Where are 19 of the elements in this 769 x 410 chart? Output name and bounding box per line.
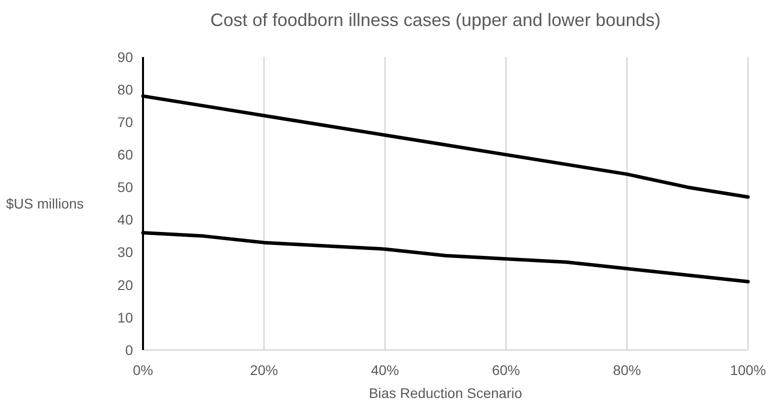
x-tick-label: 60%	[492, 362, 520, 378]
x-tick-label: 80%	[612, 362, 642, 378]
y-tick-label: 20	[117, 276, 134, 293]
y-tick-label: 70	[117, 114, 134, 130]
y-axis-title: $US millions	[6, 196, 84, 212]
y-tick-label: 60	[117, 146, 134, 163]
x-tick-label: 100%	[730, 362, 766, 378]
y-tick-label: 40	[117, 212, 134, 228]
x-tick-label: 0%	[132, 362, 154, 378]
y-tick-label: 50	[117, 179, 134, 196]
x-axis-title: Bias Reduction Scenario	[368, 385, 522, 401]
y-tick-label: 0	[125, 342, 134, 358]
y-tick-label: 30	[117, 244, 134, 260]
y-tick-label: 80	[117, 81, 134, 98]
chart-title: Cost of foodborn illness cases (upper and lower bounds)	[210, 10, 661, 30]
y-tick-label: 10	[117, 309, 134, 326]
y-tick-label: 90	[117, 48, 134, 65]
x-tick-label: 20%	[250, 362, 278, 378]
x-tick-label: 40%	[370, 362, 400, 378]
